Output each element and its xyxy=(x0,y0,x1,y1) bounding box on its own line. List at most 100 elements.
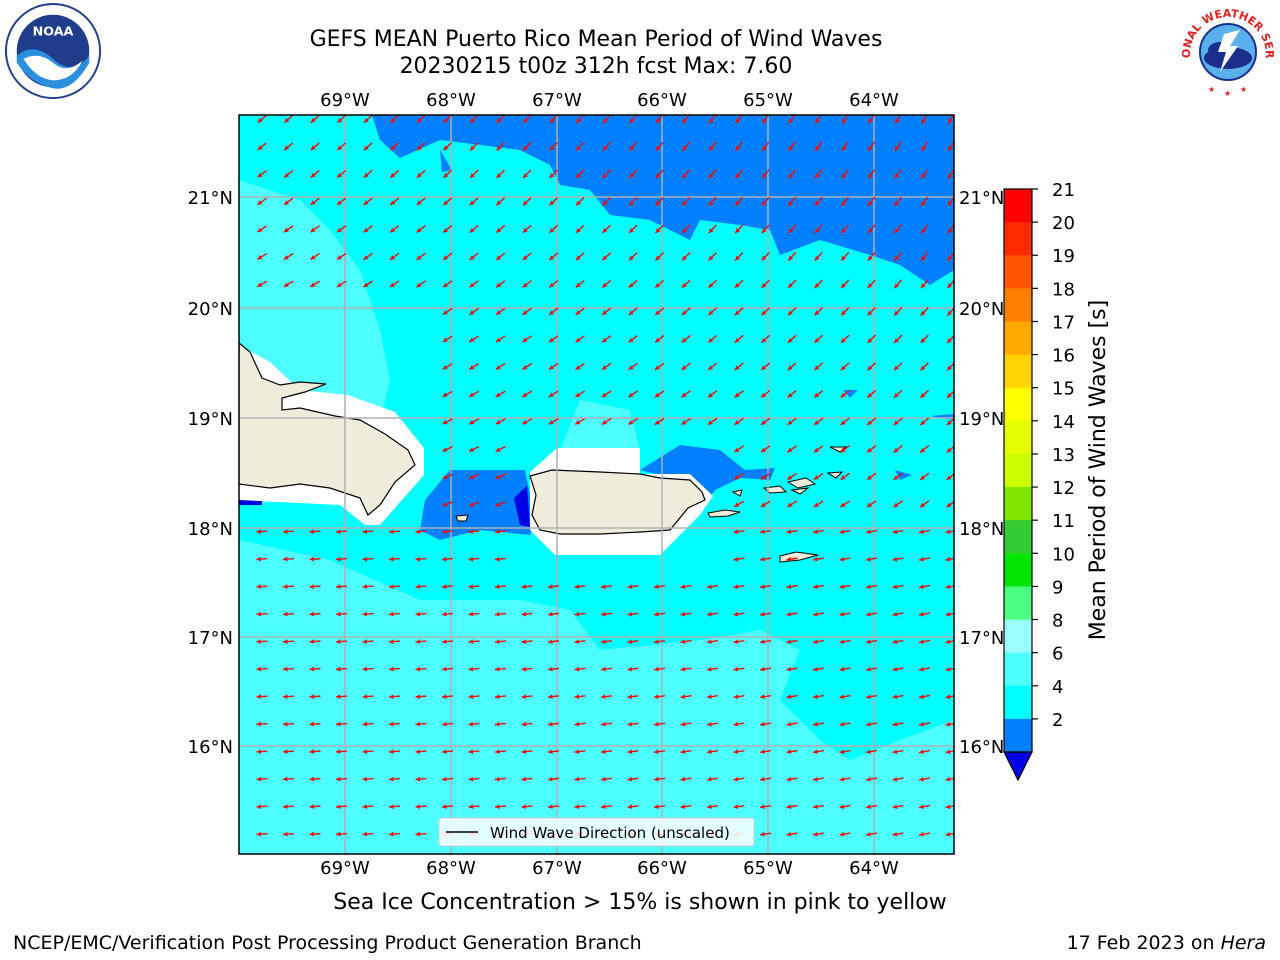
wind-wave-arrow-head xyxy=(707,749,712,755)
chart-subtitle: 20230215 t00z 312h fcst Max: 7.60 xyxy=(399,54,793,79)
colorbar-segment xyxy=(1004,553,1032,587)
wind-wave-arrow-head xyxy=(548,749,553,755)
wind-wave-arrow-head xyxy=(708,365,714,370)
wind-wave-arrow-head xyxy=(363,145,369,151)
wind-wave-arrow-head xyxy=(786,694,792,700)
wind-wave-arrow-head xyxy=(548,666,553,672)
wind-wave-arrow-head xyxy=(945,529,951,535)
wind-wave-arrow-head xyxy=(733,584,739,590)
wind-wave-arrow-head xyxy=(840,392,846,398)
wind-wave-arrow-head xyxy=(257,117,263,123)
lat-label-left: 21°N xyxy=(188,188,233,209)
wind-wave-arrow-head xyxy=(470,145,475,151)
wind-wave-arrow-head xyxy=(919,529,924,535)
wind-wave-arrow-head xyxy=(681,420,687,425)
wind-wave-arrow-head xyxy=(256,611,262,617)
wind-wave-arrow-head xyxy=(575,282,581,288)
wind-wave-arrow-head xyxy=(945,804,951,810)
wind-wave-arrow-head xyxy=(575,392,581,397)
wind-wave-arrow-head xyxy=(840,338,846,343)
wind-wave-arrow-head xyxy=(521,694,527,700)
wind-wave-arrow-head xyxy=(654,804,659,810)
map-frame xyxy=(238,114,955,855)
wind-wave-arrow-head xyxy=(947,228,953,234)
wind-wave-arrow-head xyxy=(680,721,686,727)
wind-wave-arrow-head xyxy=(495,447,501,452)
wind-wave-arrow-head xyxy=(362,529,368,534)
wind-wave-arrow-head xyxy=(787,475,793,480)
wind-wave-arrow-head xyxy=(921,200,926,206)
wind-wave-arrow-head xyxy=(283,529,288,534)
wind-wave-arrow-head xyxy=(921,255,926,261)
wind-wave-arrow-head xyxy=(919,666,924,672)
wind-wave-arrow-head xyxy=(601,666,606,672)
wind-wave-arrow-head xyxy=(548,639,553,645)
wind-wave-arrow-head xyxy=(920,502,925,508)
wind-wave-arrow-head xyxy=(868,200,873,206)
colorbar-label: Mean Period of Wind Waves [s] xyxy=(1086,300,1111,640)
wind-wave-arrow-head xyxy=(840,365,846,371)
wind-wave-arrow-head xyxy=(786,611,792,617)
colorbar-tick-label: 20 xyxy=(1052,213,1075,234)
wind-wave-arrow-head xyxy=(548,419,554,425)
wind-wave-arrow-head xyxy=(655,365,661,370)
wind-wave-arrow-head xyxy=(708,200,714,206)
footer-date-text: 17 Feb 2023 on xyxy=(1066,932,1221,954)
wind-wave-arrow-head xyxy=(548,584,553,590)
wind-wave-arrow-head xyxy=(735,118,741,124)
wind-wave-arrow-head xyxy=(495,337,501,343)
wind-wave-arrow-head xyxy=(866,639,871,645)
wind-wave-arrow-head xyxy=(522,337,528,343)
wind-wave-arrow-head xyxy=(283,227,289,233)
noaa-logo-icon: NOAA xyxy=(4,2,102,100)
wind-wave-arrow-head xyxy=(840,502,846,508)
wind-wave-arrow-head xyxy=(389,611,394,617)
wind-wave-arrow-head xyxy=(602,200,608,206)
wind-wave-arrow-head xyxy=(548,611,553,617)
wind-wave-arrow-head xyxy=(760,556,765,562)
wind-wave-arrow-head xyxy=(549,227,555,233)
wind-wave-arrow-head xyxy=(894,228,900,234)
wind-wave-arrow-head xyxy=(682,255,687,261)
wind-wave-arrow-head xyxy=(654,749,659,755)
wind-wave-arrow-head xyxy=(788,173,794,179)
wind-wave-arrow-head xyxy=(708,283,714,288)
wind-wave-arrow-head xyxy=(921,118,926,124)
wind-wave-arrow-head xyxy=(443,227,449,233)
wind-wave-arrow-head xyxy=(787,420,793,425)
wind-wave-arrow-head xyxy=(733,804,739,810)
wind-wave-arrow-head xyxy=(601,749,606,755)
colorbar-tick-label: 18 xyxy=(1052,279,1075,300)
wind-wave-arrow-head xyxy=(496,118,502,124)
wind-wave-arrow-head xyxy=(442,556,447,562)
wind-wave-arrow-head xyxy=(920,338,926,343)
wind-wave-arrow-head xyxy=(336,831,341,837)
wind-wave-arrow-head xyxy=(813,529,818,535)
wind-wave-arrow-head xyxy=(709,118,714,124)
wind-wave-arrow-head xyxy=(629,200,634,206)
wind-wave-arrow-head xyxy=(549,337,554,343)
wind-wave-arrow-head xyxy=(945,611,951,617)
wind-wave-arrow-head xyxy=(548,392,554,397)
wind-wave-arrow-head xyxy=(336,776,341,782)
wind-wave-arrow-head xyxy=(390,227,396,233)
wind-wave-arrow-head xyxy=(522,419,528,425)
wind-wave-arrow-head xyxy=(734,420,740,425)
wind-wave-arrow-head xyxy=(548,365,554,370)
wind-wave-arrow-head xyxy=(762,173,767,179)
wind-wave-arrow-head xyxy=(841,118,847,124)
wind-wave-arrow-head xyxy=(416,227,422,233)
wind-wave-arrow-head xyxy=(576,118,582,124)
wind-wave-arrow-head xyxy=(523,145,528,151)
wind-wave-arrow-head xyxy=(257,200,263,205)
wind-wave-arrow-head xyxy=(442,694,447,699)
wind-wave-arrow-head xyxy=(468,804,474,809)
wind-wave-arrow-head xyxy=(892,721,898,727)
wind-wave-arrow-head xyxy=(416,172,422,178)
sea-band-2-4 xyxy=(440,150,452,172)
wind-wave-arrow-head xyxy=(601,420,607,425)
lat-label-right: 21°N xyxy=(959,188,1004,209)
wind-wave-arrow-head xyxy=(627,639,633,645)
wind-wave-arrow-head xyxy=(681,392,687,398)
wind-wave-arrow-head xyxy=(283,749,288,754)
